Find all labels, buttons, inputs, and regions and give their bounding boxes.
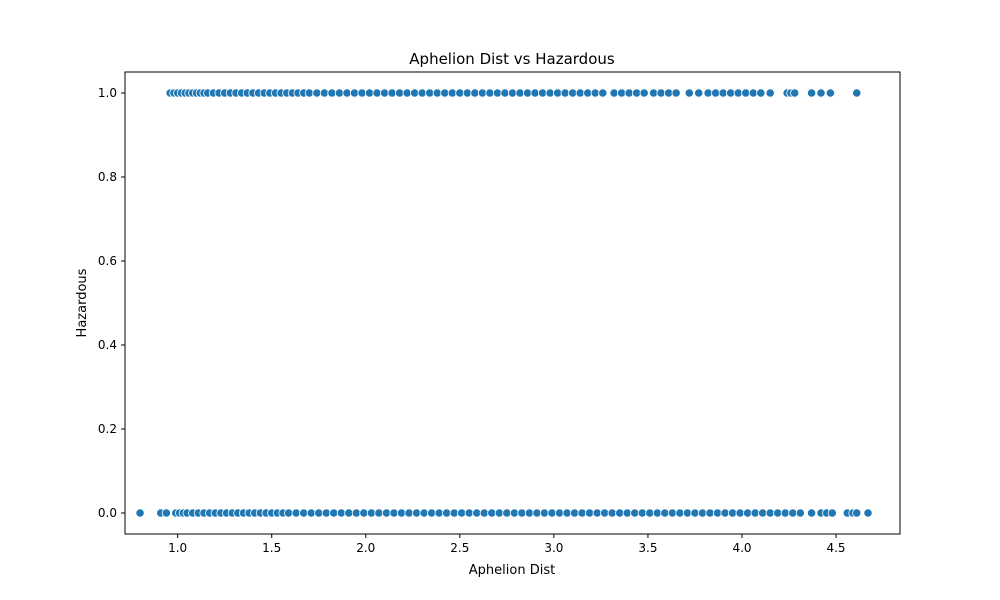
data-point: [161, 508, 171, 518]
y-tick-label: 0.6: [98, 254, 117, 268]
data-point: [852, 88, 862, 98]
data-point: [756, 88, 766, 98]
data-point: [825, 88, 836, 98]
x-tick-label: 2.5: [450, 541, 469, 555]
y-axis-ticks: 0.0 0.2 0.4 0.6 0.8 1.0: [98, 86, 125, 520]
x-tick-label: 1.5: [262, 541, 281, 555]
data-point: [671, 88, 681, 98]
data-point: [684, 88, 694, 98]
y-tick-label: 0.0: [98, 506, 117, 520]
data-point: [694, 88, 704, 98]
y-tick-label: 0.4: [98, 338, 117, 352]
data-point: [790, 88, 800, 98]
plot-frame: [124, 71, 901, 535]
data-point: [806, 508, 817, 518]
data-point: [827, 508, 837, 518]
x-tick-label: 3.0: [544, 541, 563, 555]
data-point: [816, 88, 826, 98]
data-point: [863, 508, 873, 518]
data-point: [795, 508, 805, 518]
x-axis-ticks: 1.0 1.5 2.0 2.5 3.0 3.5 4.0 4.5: [168, 534, 846, 555]
data-point: [765, 88, 775, 98]
data-point: [852, 508, 862, 518]
data-point: [639, 88, 649, 98]
y-tick-label: 0.8: [98, 170, 117, 184]
data-point: [598, 88, 608, 98]
x-tick-label: 2.0: [356, 541, 375, 555]
y-axis-label: Hazardous: [75, 268, 90, 337]
data-point: [806, 88, 817, 98]
x-tick-label: 4.5: [826, 541, 845, 555]
data-point: [135, 508, 145, 518]
chart-title: Aphelion Dist vs Hazardous: [409, 50, 615, 68]
x-tick-label: 3.5: [638, 541, 657, 555]
x-tick-label: 1.0: [168, 541, 187, 555]
x-tick-label: 4.0: [732, 541, 751, 555]
data-points: [135, 88, 873, 518]
y-tick-label: 0.2: [98, 422, 117, 436]
y-tick-label: 1.0: [98, 86, 117, 100]
x-axis-label: Aphelion Dist: [469, 563, 555, 578]
